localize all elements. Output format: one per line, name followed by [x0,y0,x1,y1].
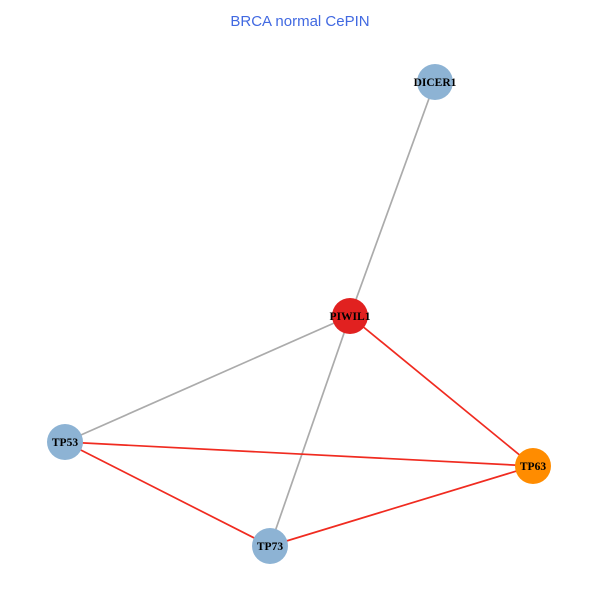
edge-tp73-tp63 [269,465,534,547]
node-piwil1 [332,298,368,334]
plot-title: BRCA normal CePIN [230,13,370,30]
edge-tp53-tp63 [64,441,534,467]
node-tp53 [47,424,83,460]
node-label-tp63: TP63 [520,461,546,473]
node-tp63 [515,448,551,484]
edge-dicer1-piwil1 [349,81,436,317]
edge-piwil1-tp53 [64,315,351,443]
edge-tp53-tp73 [64,441,271,547]
node-label-piwil1: PIWIL1 [330,311,371,323]
edge-piwil1-tp73 [269,315,351,547]
node-label-dicer1: DICER1 [414,77,457,89]
node-tp73 [252,528,288,564]
node-label-tp53: TP53 [52,437,78,449]
edge-piwil1-tp63 [349,315,534,467]
node-dicer1 [417,64,453,100]
node-label-tp73: TP73 [257,541,283,553]
